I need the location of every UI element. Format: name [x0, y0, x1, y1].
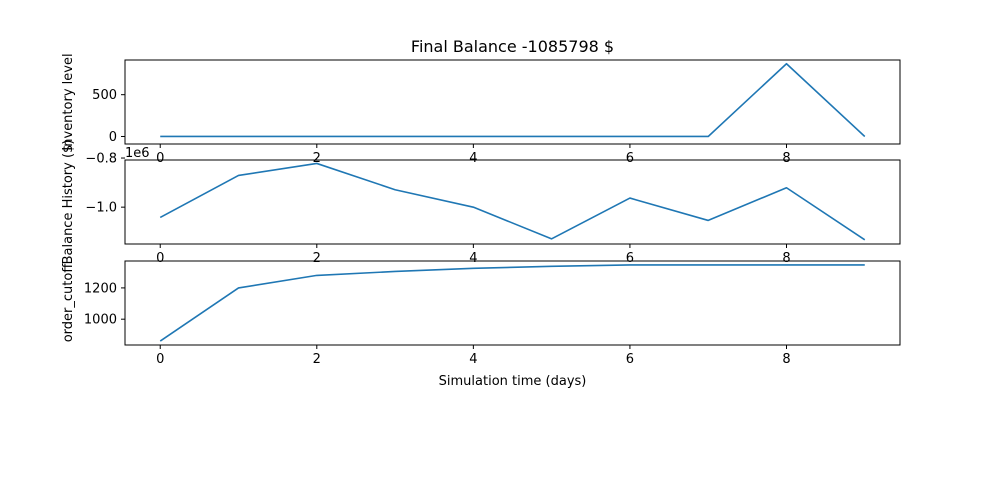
x-axis-label: Simulation time (days) [439, 374, 587, 389]
x-tick-label: 8 [782, 151, 790, 166]
y-tick-label: 500 [92, 88, 117, 103]
subplot-1: 0 2 4 6 8 0 500 Inventory level [61, 53, 901, 166]
x-tick-label: 2 [313, 251, 321, 266]
x-tick-label: 0 [156, 352, 164, 367]
y-tick-label: 1000 [84, 313, 117, 328]
subplot-2: 0 2 4 6 8 −0.8 −1.0 1e6 Balance History ($) [61, 140, 901, 266]
x-tick-label: 4 [469, 151, 477, 166]
subplot-3: 0 2 4 6 8 1000 1200 order_cutoff [61, 260, 901, 367]
axes-frame [124, 260, 901, 346]
series-line [159, 264, 865, 342]
x-tick-label: 8 [782, 251, 790, 266]
x-tick-label: 8 [782, 352, 790, 367]
y-tick-label: 0 [109, 130, 117, 145]
series-line [160, 62, 866, 138]
subplots: 0 2 4 6 8 0 500 Inventory level 0 2 4 6 8 −0.8 −1.0 1e6… [61, 53, 901, 367]
x-tick-label: 6 [626, 151, 634, 166]
y-offset-label: 1e6 [125, 146, 150, 161]
x-tick-label: 0 [156, 151, 164, 166]
y-axis-label: Balance History ($) [61, 140, 76, 265]
y-axis-label: order_cutoff [61, 263, 76, 343]
x-tick-label: 0 [156, 251, 164, 266]
y-tick-label: −1.0 [85, 201, 117, 216]
x-tick-label: 2 [313, 352, 321, 367]
y-axis-label: Inventory level [61, 53, 76, 150]
chart-title: Final Balance -1085798 $ [411, 37, 614, 56]
x-tick-label: 6 [626, 251, 634, 266]
axes-frame [124, 159, 901, 245]
axes-frame [124, 59, 901, 145]
x-tick-label: 4 [469, 352, 477, 367]
y-tick-label: −0.8 [85, 152, 117, 167]
x-tick-label: 2 [313, 151, 321, 166]
series-line [159, 162, 866, 241]
x-tick-label: 6 [626, 352, 634, 367]
x-tick-label: 4 [469, 251, 477, 266]
y-tick-label: 1200 [84, 281, 117, 296]
